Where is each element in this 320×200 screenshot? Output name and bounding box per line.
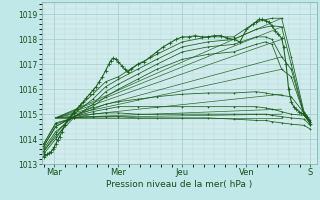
X-axis label: Pression niveau de la mer( hPa ): Pression niveau de la mer( hPa ) (106, 180, 252, 189)
